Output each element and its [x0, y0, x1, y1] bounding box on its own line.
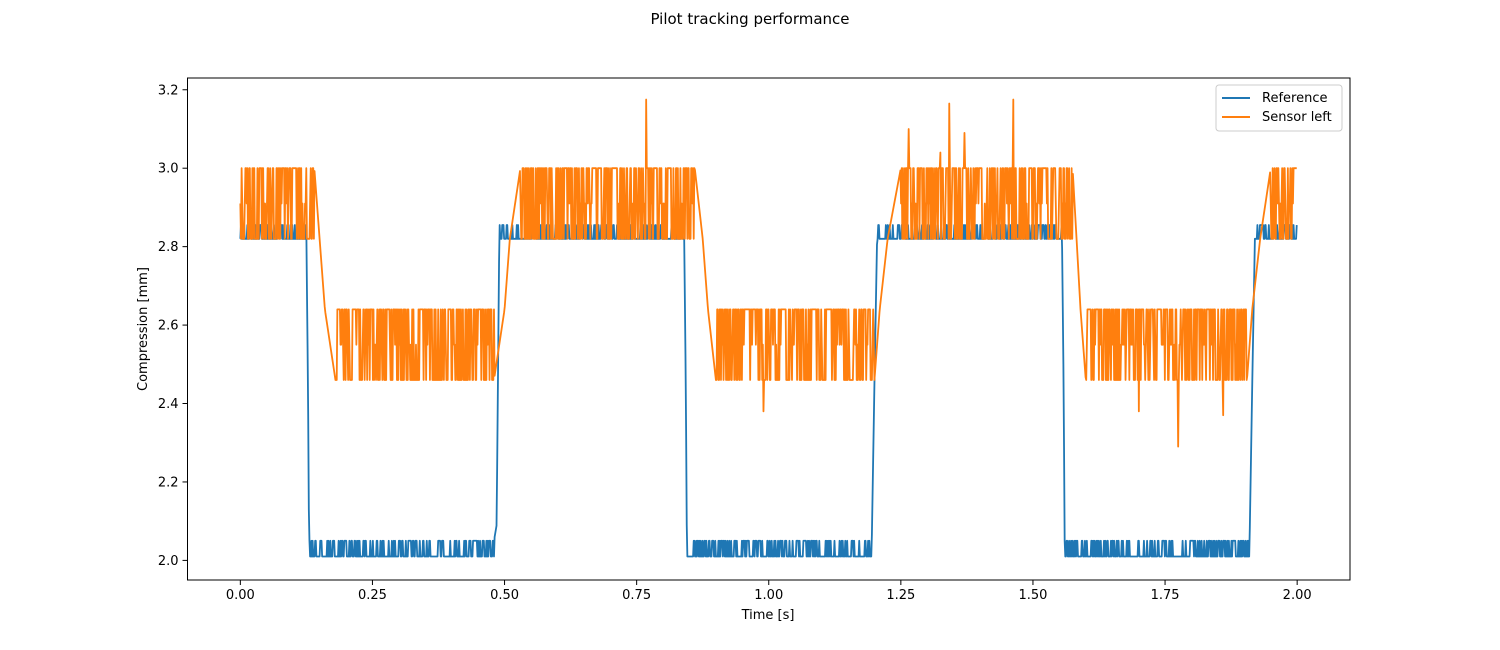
series-line-reference	[239, 224, 1298, 558]
plot-area	[187, 77, 1351, 581]
y-tick-label: 2.8	[158, 240, 179, 255]
y-axis-label: Compression [mm]	[136, 267, 151, 391]
x-tick-label: 0.00	[226, 588, 255, 603]
y-tick-label: 2.0	[158, 554, 179, 569]
series-line-sensor-left	[239, 98, 1297, 448]
legend: Reference Sensor left	[1215, 84, 1343, 132]
y-axis: 2.0 2.2 2.4 2.6 2.8 3.0 3.2	[158, 83, 188, 569]
x-axis: 0.00 0.25 0.50 0.75 1.00 1.25 1.50 1.75 2.00	[226, 580, 1312, 603]
figure-title: Pilot tracking performance	[650, 10, 849, 28]
y-tick-label: 2.6	[158, 319, 179, 334]
legend-label-sensor-left: Sensor left	[1262, 110, 1332, 125]
y-tick-label: 2.2	[158, 475, 179, 490]
x-tick-label: 1.25	[886, 588, 915, 603]
y-tick-label: 3.0	[158, 162, 179, 177]
y-tick-label: 2.4	[158, 397, 179, 412]
y-tick-label: 3.2	[158, 83, 179, 98]
x-tick-label: 2.00	[1283, 588, 1312, 603]
x-tick-label: 0.75	[622, 588, 651, 603]
x-axis-label: Time [s]	[741, 608, 795, 623]
x-tick-label: 1.50	[1018, 588, 1047, 603]
legend-label-reference: Reference	[1262, 91, 1327, 106]
x-tick-label: 1.00	[754, 588, 783, 603]
x-tick-label: 0.25	[358, 588, 387, 603]
x-tick-label: 0.50	[490, 588, 519, 603]
legend-box	[1215, 84, 1343, 132]
series-layer	[239, 98, 1298, 558]
x-tick-label: 1.75	[1151, 588, 1180, 603]
